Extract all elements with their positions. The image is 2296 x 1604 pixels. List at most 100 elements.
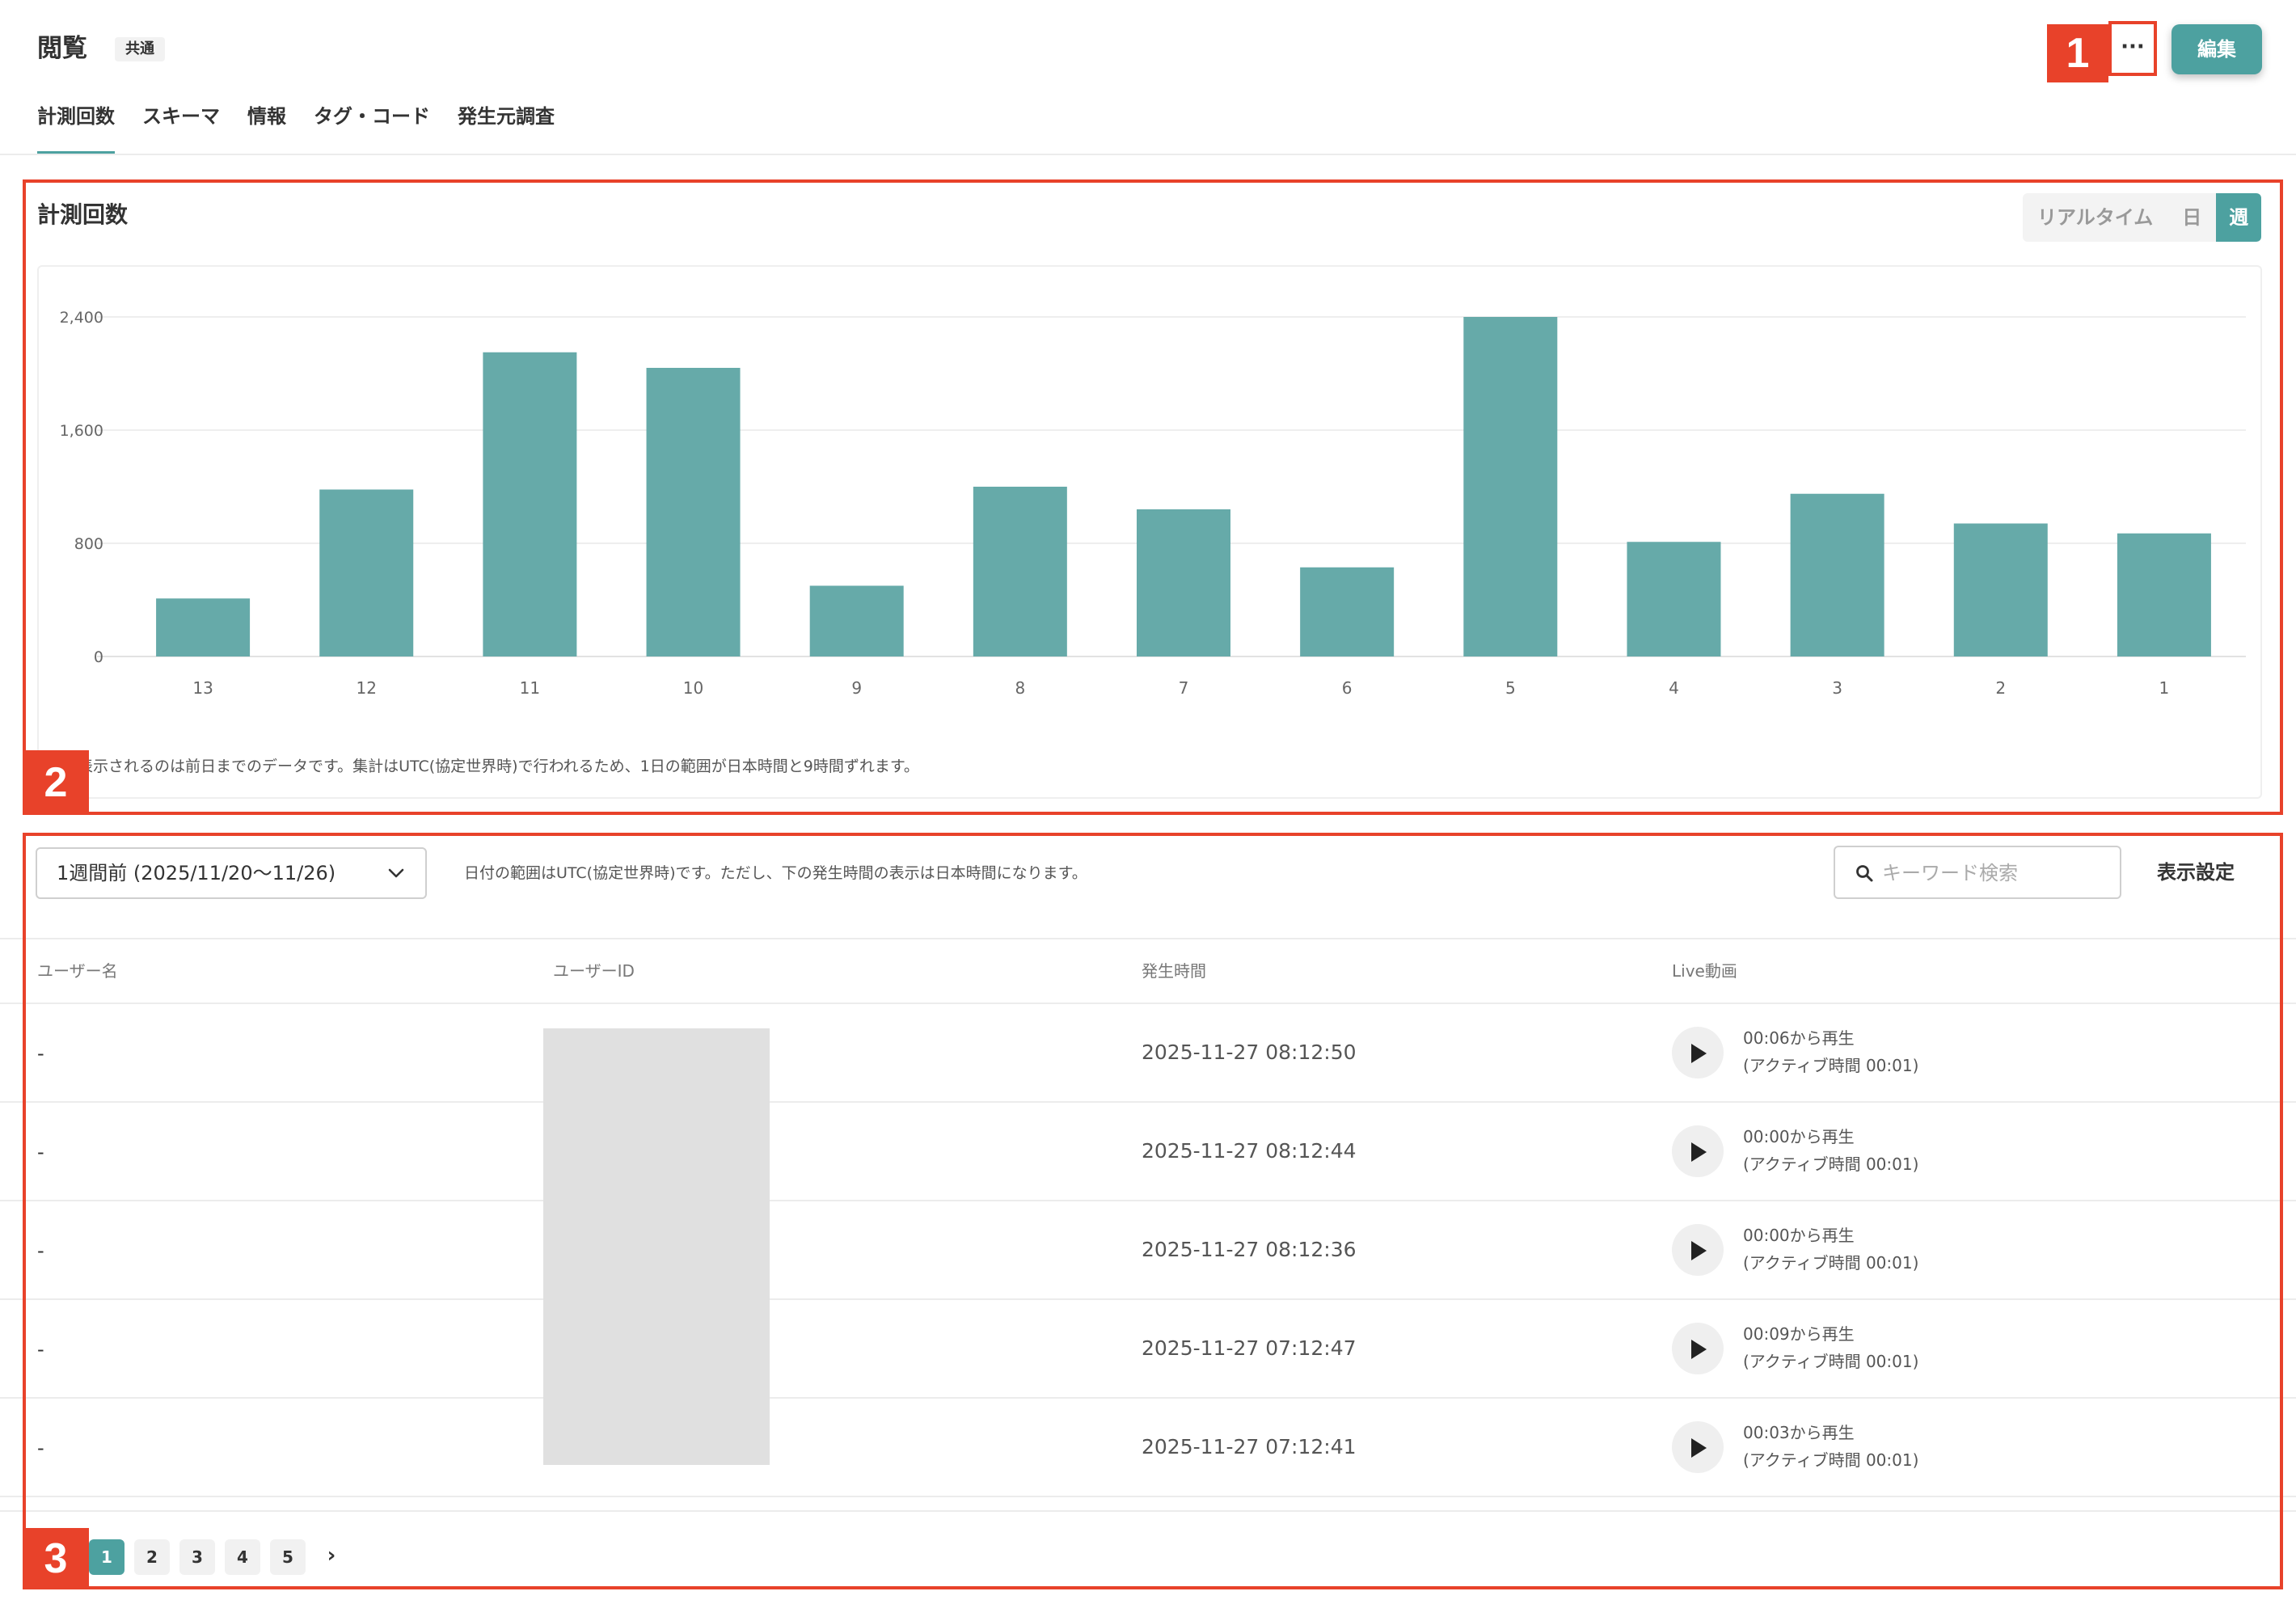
tab-schema[interactable]: スキーマ (142, 105, 220, 128)
table-row[interactable]: - 2025-11-27 08:12:36 00:00から再生 (アクティブ時間… (0, 1201, 2296, 1300)
user-name-cell: - (37, 1239, 44, 1262)
pagination: 1 2 3 4 5 › (89, 1539, 348, 1575)
live-active-time: (アクティブ時間 00:01) (1743, 1154, 1919, 1174)
play-button[interactable] (1672, 1125, 1724, 1177)
occurred-time-cell: 2025-11-27 08:12:50 (1142, 1040, 1357, 1064)
bar (1790, 493, 1884, 656)
chart-note: 表示されるのは前日までのデータです。集計はUTC(協定世界時)で行われるため、1… (78, 758, 919, 775)
user-name-cell: - (37, 1437, 44, 1459)
tab-bar: 計測回数 スキーマ 情報 タグ・コード 発生元調査 (37, 99, 555, 155)
live-start-time: 00:09から再生 (1743, 1324, 1855, 1344)
live-start-time: 00:06から再生 (1743, 1028, 1855, 1048)
y-tick-label: 800 (74, 535, 103, 553)
bar (2117, 533, 2211, 656)
user-name-cell: - (37, 1338, 44, 1361)
page-button-3[interactable]: 3 (179, 1539, 215, 1575)
page-button-4[interactable]: 4 (225, 1539, 260, 1575)
play-button[interactable] (1672, 1027, 1724, 1078)
live-active-time: (アクティブ時間 00:01) (1743, 1352, 1919, 1371)
live-active-time: (アクティブ時間 00:01) (1743, 1253, 1919, 1273)
column-header-user-id: ユーザーID (553, 961, 635, 981)
page-button-1[interactable]: 1 (89, 1539, 125, 1575)
occurred-time-cell: 2025-11-27 07:12:47 (1142, 1336, 1357, 1360)
edit-button[interactable]: 編集 (2171, 24, 2262, 74)
chevron-right-icon[interactable]: › (327, 1543, 336, 1568)
bar (156, 598, 251, 656)
bar (1300, 567, 1395, 656)
more-options-button[interactable]: ··· (2108, 21, 2157, 76)
y-tick-label: 1,600 (60, 422, 103, 440)
bar (1463, 317, 1558, 656)
page-button-2[interactable]: 2 (134, 1539, 170, 1575)
table-row[interactable]: - 2025-11-27 07:12:47 00:09から再生 (アクティブ時間… (0, 1300, 2296, 1399)
bar (646, 368, 741, 656)
x-tick-label: 11 (520, 678, 540, 698)
column-header-occurred-time: 発生時間 (1142, 961, 1206, 981)
bar-chart: 0 800 1,600 2,400 13 12 11 10 9 8 7 6 5 4 3 2 1 (60, 309, 2246, 698)
play-button[interactable] (1672, 1224, 1724, 1276)
chevron-down-icon (386, 863, 406, 886)
tabs-divider (0, 154, 2296, 155)
y-tick-label: 2,400 (60, 309, 103, 327)
x-tick-label: 1 (2159, 678, 2170, 698)
table-bottom-divider (0, 1510, 2296, 1512)
tab-source-investigation[interactable]: 発生元調査 (458, 105, 555, 128)
chart-title: 計測回数 (37, 201, 129, 228)
play-button[interactable] (1672, 1421, 1724, 1473)
user-id-redaction (543, 1028, 770, 1465)
period-day-button[interactable]: 日 (2182, 206, 2202, 229)
play-icon (1691, 1340, 1707, 1359)
date-range-note: 日付の範囲はUTC(協定世界時)です。ただし、下の発生時間の表示は日本時間になり… (464, 864, 1087, 882)
user-name-cell: - (37, 1141, 44, 1163)
play-icon (1691, 1438, 1707, 1458)
bar (1953, 523, 2048, 656)
tab-measurement-count[interactable]: 計測回数 (37, 99, 115, 155)
page-title: 閲覧 (37, 34, 87, 63)
table-row[interactable]: - 2025-11-27 08:12:50 00:06から再生 (アクティブ時間… (0, 1004, 2296, 1103)
row-divider (0, 1298, 2296, 1300)
annotation-box-2 (23, 179, 2283, 815)
user-name-cell: - (37, 1042, 44, 1065)
play-icon (1691, 1044, 1707, 1063)
page-button-5[interactable]: 5 (270, 1539, 306, 1575)
x-tick-label: 7 (1179, 678, 1189, 698)
date-range-label: 1週間前 (2025/11/20〜11/26) (57, 862, 336, 884)
bar (1627, 542, 1721, 656)
play-button[interactable] (1672, 1323, 1724, 1374)
date-range-select[interactable]: 1週間前 (2025/11/20〜11/26) (36, 847, 427, 899)
row-divider (0, 1101, 2296, 1103)
x-tick-label: 13 (192, 678, 213, 698)
live-start-time: 00:00から再生 (1743, 1226, 1855, 1245)
play-icon (1691, 1142, 1707, 1162)
annotation-box-3 (23, 833, 2283, 1589)
bar (973, 487, 1067, 656)
row-divider (0, 1200, 2296, 1201)
bar (809, 585, 904, 656)
table-header-top-divider (0, 938, 2296, 939)
x-tick-label: 3 (1832, 678, 1842, 698)
table-header-bottom-divider (0, 1002, 2296, 1004)
search-icon (1855, 863, 1874, 886)
live-active-time: (アクティブ時間 00:01) (1743, 1056, 1919, 1075)
annotation-badge-1: 1 (2047, 24, 2108, 82)
occurred-time-cell: 2025-11-27 08:12:44 (1142, 1139, 1357, 1163)
display-settings-button[interactable]: 表示設定 (2157, 861, 2235, 884)
period-realtime-button[interactable]: リアルタイム (2037, 206, 2154, 229)
period-week-button[interactable]: 週 (2216, 193, 2262, 242)
play-icon (1691, 1241, 1707, 1260)
x-tick-label: 2 (1995, 678, 2006, 698)
column-header-live-video: Live動画 (1672, 961, 1737, 981)
live-active-time: (アクティブ時間 00:01) (1743, 1450, 1919, 1470)
x-tick-label: 5 (1505, 678, 1516, 698)
scope-badge: 共通 (115, 37, 165, 61)
tab-info[interactable]: 情報 (247, 105, 286, 128)
row-divider (0, 1397, 2296, 1399)
annotation-badge-3: 3 (23, 1528, 89, 1589)
tab-tag-code[interactable]: タグ・コード (314, 105, 430, 128)
x-tick-label: 9 (851, 678, 862, 698)
table-row[interactable]: - 2025-11-27 08:12:44 00:00から再生 (アクティブ時間… (0, 1103, 2296, 1201)
row-divider (0, 1496, 2296, 1497)
occurred-time-cell: 2025-11-27 08:12:36 (1142, 1238, 1357, 1261)
table-row[interactable]: - 2025-11-27 07:12:41 00:03から再生 (アクティブ時間… (0, 1399, 2296, 1497)
keyword-search-input[interactable] (1880, 849, 2110, 897)
